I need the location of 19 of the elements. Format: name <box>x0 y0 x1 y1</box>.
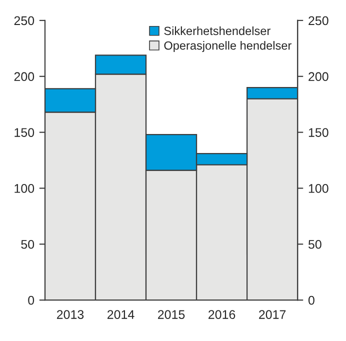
legend-label: Operasjonelle hendelser <box>164 41 292 52</box>
x-tick-label: 2016 <box>208 310 236 319</box>
y-tick-label: 150 <box>14 128 34 137</box>
y2-tick-label: 200 <box>308 72 328 82</box>
y-tick-label: 0 <box>28 296 34 305</box>
y-tick-label: 100 <box>14 184 34 193</box>
x-tick-label: 2017 <box>259 310 286 319</box>
legend-label: Sikkerhetshendelser <box>164 26 270 36</box>
y2-tick-label: 250 <box>308 16 328 26</box>
y2-tick-label: 50 <box>308 240 322 249</box>
x-tick-label: 2015 <box>158 310 185 319</box>
x-tick-label: 2014 <box>107 310 134 319</box>
x-tick-label: 2013 <box>56 310 84 319</box>
y-tick-label: 50 <box>21 240 34 249</box>
y2-tick-label: 150 <box>308 128 328 137</box>
y-tick-label: 250 <box>14 16 34 26</box>
y-tick-label: 200 <box>14 72 34 82</box>
y2-tick-label: 0 <box>308 296 314 305</box>
y2-tick-label: 100 <box>308 184 328 193</box>
